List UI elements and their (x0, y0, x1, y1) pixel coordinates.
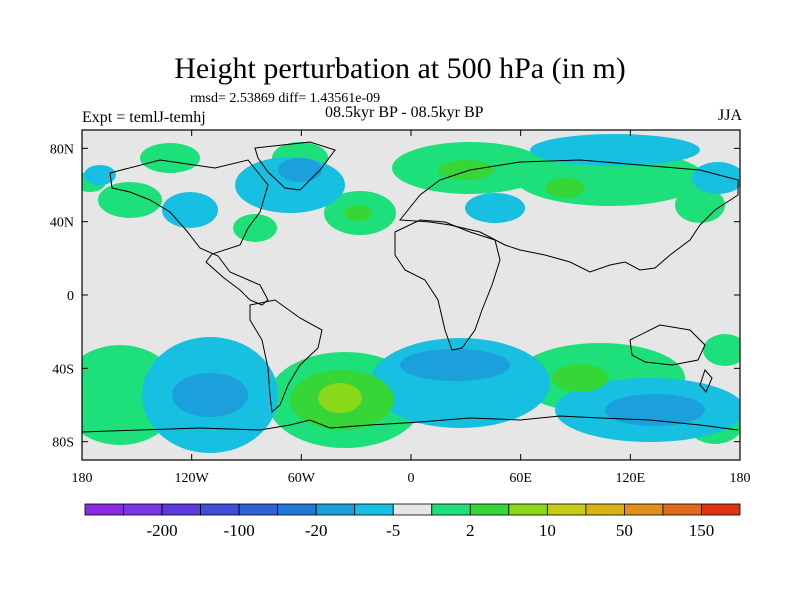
lon-tick-label: 60E (509, 471, 532, 486)
colorbar-swatch (662, 503, 702, 516)
longitude-ticks: 180 120W 60W 0 60E 120E 180 (72, 130, 751, 486)
colorbar-label: 150 (689, 521, 715, 540)
colorbar-label: -20 (305, 521, 328, 540)
colorbar-swatch (200, 503, 240, 516)
lon-tick-label: 180 (730, 471, 751, 486)
colorbar-swatch (624, 503, 664, 516)
colorbar-label: -5 (386, 521, 400, 540)
season-label: JJA (717, 107, 742, 124)
lat-tick-label: 0 (67, 289, 74, 304)
eurasia-outline (399, 159, 739, 273)
colorbar-swatch (585, 503, 625, 516)
colorbar-label: -200 (146, 521, 177, 540)
lon-tick-label: 120E (616, 471, 646, 486)
colorbar-swatch (238, 503, 279, 516)
colorbar-swatch (701, 503, 741, 516)
colorbar-swatch (469, 503, 510, 516)
lon-tick-label: 180 (72, 471, 93, 486)
lat-tick-label: 40N (50, 216, 74, 231)
colorbar-swatch (508, 503, 548, 516)
colorbar-swatch (315, 503, 356, 516)
statistics-text: rmsd= 2.53869 diff= 1.43561e-09 (190, 91, 381, 106)
australia-outline (629, 324, 706, 366)
latitude-ticks: 80N 40N 0 40S 80S (50, 142, 740, 451)
colorbar-swatch (277, 503, 317, 516)
africa-outline (394, 219, 501, 351)
colorbar-swatch (84, 503, 124, 516)
colorbar-label: 10 (539, 521, 556, 540)
lat-tick-label: 40S (52, 362, 74, 377)
lat-tick-label: 80S (52, 436, 74, 451)
coastlines (82, 141, 739, 433)
plot-title: Height perturbation at 500 hPa (in m) (174, 52, 626, 85)
lon-tick-label: 0 (408, 471, 415, 486)
colorbar: -200 -100 -20 -5 2 10 50 150 (84, 503, 741, 540)
new-zealand-outline (699, 369, 713, 393)
greenland-outline (254, 141, 336, 191)
antarctica-outline (82, 415, 739, 433)
colorbar-label: 2 (466, 521, 475, 540)
colorbar-swatch (431, 503, 471, 516)
colorbar-swatch (161, 503, 201, 516)
anomaly-fields (82, 134, 740, 453)
lat-tick-label: 80N (50, 142, 74, 157)
colorbar-label: 50 (616, 521, 633, 540)
lon-tick-label: 60W (288, 471, 316, 486)
south-america-outline (249, 299, 323, 414)
positive-anomaly-cores (344, 160, 585, 221)
period-label: 08.5kyr BP - 08.5kyr BP (325, 104, 484, 121)
colorbar-label: -100 (224, 521, 255, 540)
colorbar-swatch (392, 503, 433, 516)
lon-tick-label: 120W (175, 471, 210, 486)
colorbar-swatch (354, 503, 394, 516)
north-america-outline (109, 159, 269, 306)
colorbar-swatch (546, 503, 587, 516)
experiment-label: Expt = temlJ-temhj (82, 109, 206, 126)
colorbar-swatch (123, 503, 163, 516)
